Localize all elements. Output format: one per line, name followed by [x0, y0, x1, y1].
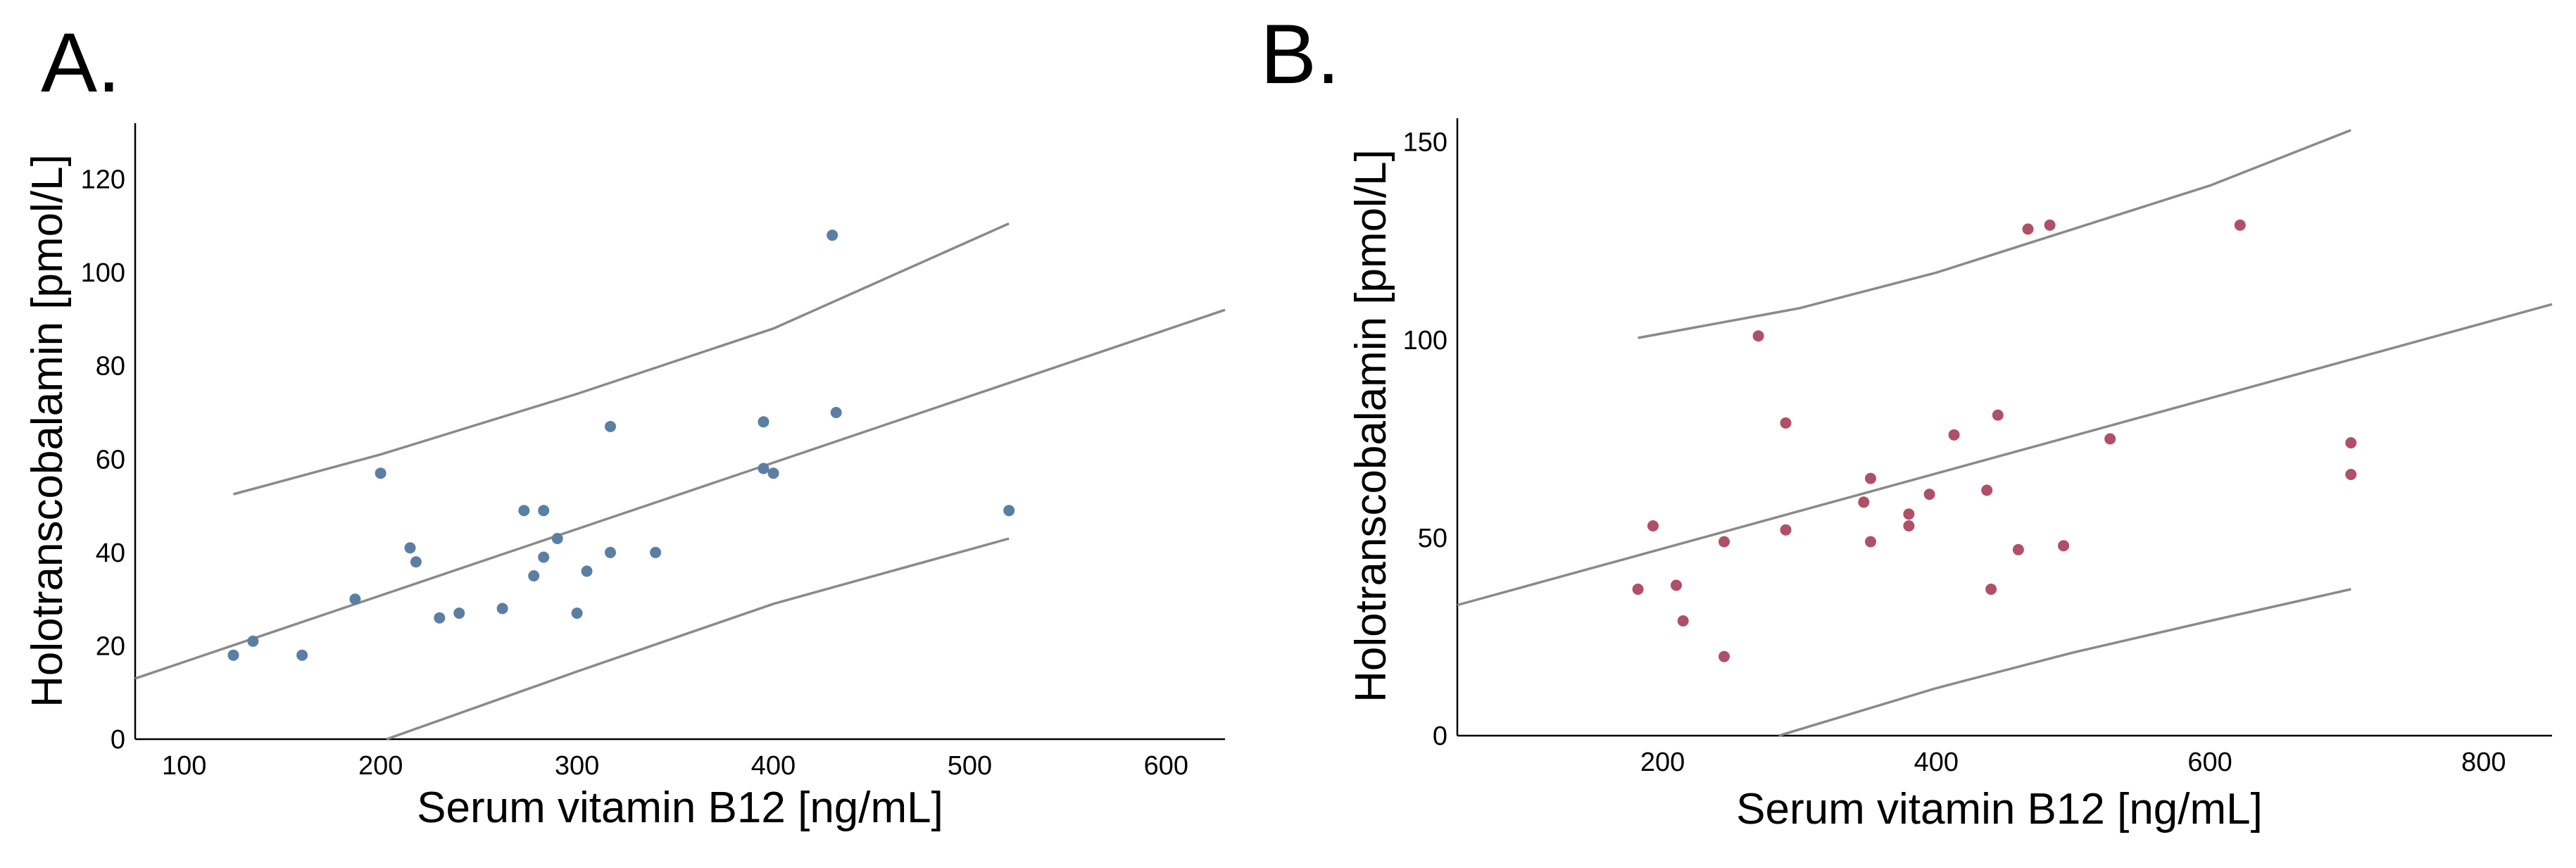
panel-a-x-tick-label: 200 [358, 751, 403, 781]
panel-a-data-point [296, 649, 308, 661]
panel-a-data-point [650, 546, 662, 558]
panel-a-fit-line [134, 308, 1226, 680]
panel-b: B. 0 50 100 150 200 400 600 800 Serum vitamin … [1260, 7, 2553, 834]
panel-b-data-point [2022, 223, 2034, 235]
panel-a-data-point [227, 649, 239, 661]
panel-a-plot-area [134, 222, 1226, 741]
panel-b-data-point [2104, 433, 2116, 445]
panel-b-data-point [1858, 496, 1870, 508]
panel-a-data-point [758, 463, 769, 474]
panel-a-x-tick-label: 300 [555, 751, 599, 781]
panel-b-y-tick-label: 100 [1403, 326, 1447, 356]
panel-a-data-point [528, 570, 540, 581]
panel-b-y-tick-label: 0 [1433, 722, 1447, 751]
panel-a-data-point [410, 556, 422, 568]
panel-a-y-tick-label: 40 [96, 539, 125, 568]
panel-a-data-point [830, 407, 842, 418]
panel-b-plot-area [1457, 129, 2553, 737]
panel-a-x-tick-label: 500 [948, 751, 992, 781]
panel-a-y-tick-label: 80 [96, 352, 125, 382]
panel-a-data-point [453, 608, 465, 619]
panel-a-y-tick-label: 0 [111, 725, 125, 755]
panel-b-x-tick-label: 600 [2187, 748, 2232, 777]
panel-a-data-point [538, 551, 550, 563]
panel-b-x-tick-labels: 200 400 600 800 [1640, 748, 2506, 777]
panel-a-data-point [767, 467, 779, 479]
panel-b-data-point [1719, 536, 1730, 548]
panel-a-x-tick-label: 600 [1144, 751, 1188, 781]
panel-a-data-point [349, 593, 361, 605]
panel-a-x-tick-labels: 100 200 300 400 500 600 [162, 751, 1188, 781]
panel-b-data-point [1780, 417, 1792, 429]
panel-b-data-point [1719, 650, 1730, 662]
panel-a-data-point [581, 565, 593, 577]
panel-b-data-point [1632, 584, 1644, 595]
panel-b-y-tick-label: 50 [1418, 524, 1447, 553]
panel-a-data-point [605, 546, 616, 558]
panel-b-x-tick-label: 200 [1640, 748, 1685, 777]
panel-b-x-tick-label: 400 [1914, 748, 1959, 777]
panel-a-data-point [827, 229, 838, 241]
panel-a-data-point [404, 542, 416, 554]
panel-b-data-point [1981, 484, 1993, 496]
panel-a-data-point [247, 635, 259, 647]
panel-a-y-tick-label: 120 [81, 165, 125, 195]
panel-a-y-tick-label: 100 [81, 258, 125, 288]
panel-a-data-point [375, 467, 387, 479]
panel-a-data-point [605, 420, 616, 432]
panel-b-data-point [1671, 579, 1682, 591]
panel-a-data-point [434, 612, 446, 624]
panel-b-data-point [1992, 409, 2004, 421]
panel-a-x-axis-label: Serum vitamin B12 [ng/mL] [417, 784, 943, 832]
panel-a-data-point [518, 505, 530, 517]
panel-b-data-point [1985, 584, 1997, 595]
panel-a-y-tick-label: 20 [96, 631, 125, 661]
panel-b-data-point [2345, 469, 2357, 480]
panel-b-letter: B. [1260, 7, 1340, 101]
panel-a-letter: A. [41, 15, 120, 110]
panel-a-data-point [496, 603, 508, 615]
panel-b-x-axis-label: Serum vitamin B12 [ng/mL] [1736, 785, 2263, 834]
panel-b-data-point [2058, 540, 2070, 552]
panel-a-x-tick-label: 400 [751, 751, 796, 781]
panel-b-data-point [1752, 330, 1764, 342]
panel-b-data-point [2012, 543, 2024, 555]
panel-b-fit-line [1457, 303, 2553, 607]
panel-a-data-point [571, 608, 583, 619]
panel-b-data-point [1865, 536, 1876, 548]
panel-a-lower-prediction-band [386, 537, 1010, 741]
panel-a-y-tick-label: 60 [96, 445, 125, 474]
panel-b-data-point [2345, 437, 2357, 448]
panel-b-data-point [1948, 429, 1960, 441]
panel-a-y-tick-labels: 0 20 40 60 80 100 120 [81, 165, 125, 755]
panel-a-data-point [538, 505, 550, 517]
panel-b-y-tick-label: 150 [1403, 128, 1447, 158]
panel-b-data-point [1865, 472, 1876, 484]
panel-b-data-point [1903, 508, 1915, 520]
panel-a-data-point [551, 533, 563, 544]
panel-b-y-axis-label: Holotranscobalamin [pmol/L] [1347, 149, 1395, 703]
panel-b-data-point [2044, 219, 2056, 231]
panel-a: A. 0 20 40 60 80 100 120 100 200 300 400 500 600 Se… [23, 15, 1226, 832]
panel-b-data-point [1780, 524, 1792, 536]
panel-b-data-point [1647, 520, 1659, 532]
panel-b-data-point [2234, 219, 2246, 231]
panel-b-upper-prediction-band [1638, 129, 2351, 339]
panel-a-x-tick-label: 100 [162, 751, 206, 781]
panel-a-data-point [758, 416, 769, 428]
panel-b-data-point [1677, 615, 1689, 627]
panel-b-data-point [1923, 489, 1935, 501]
panel-b-lower-prediction-band [1778, 588, 2351, 737]
panel-b-data-point [1903, 520, 1915, 532]
panel-b-y-tick-labels: 0 50 100 150 [1403, 128, 1447, 751]
panel-a-upper-prediction-band [233, 222, 1010, 496]
panel-a-y-axis-label: Holotranscobalamin [pmol/L] [23, 154, 72, 707]
panel-b-x-tick-label: 800 [2461, 748, 2506, 777]
panel-a-data-point [1003, 505, 1015, 517]
